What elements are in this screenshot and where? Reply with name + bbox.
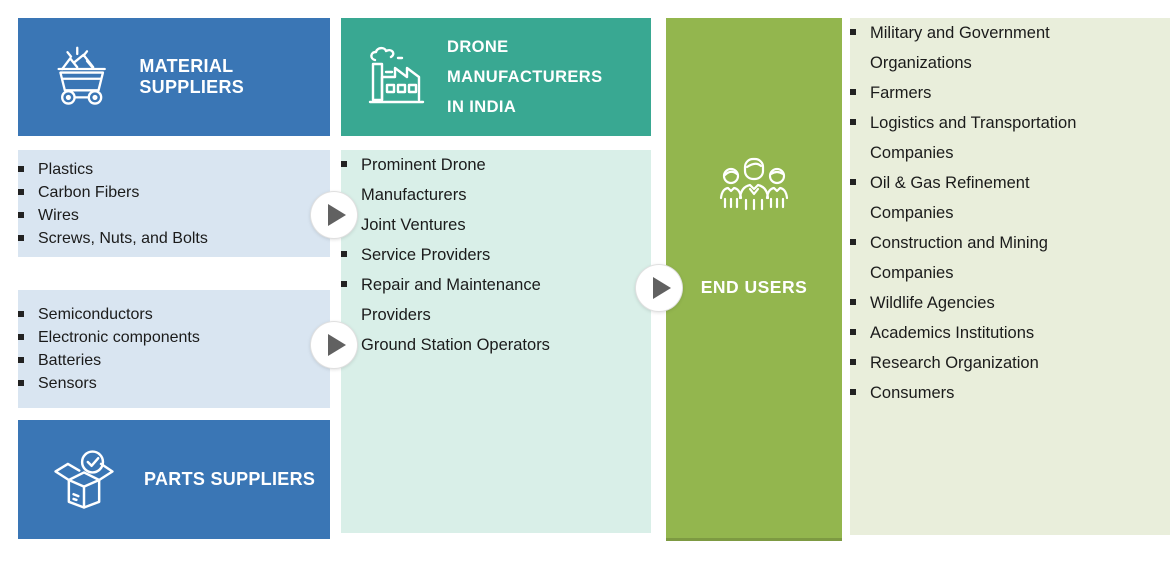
people-group-icon [719, 157, 789, 211]
list-item: Wires [18, 204, 330, 227]
list-item: Research Organization [850, 348, 1098, 378]
list-item: Sensors [18, 372, 330, 395]
list-item: Service Providers [341, 240, 586, 270]
list-item: Electronic components [18, 326, 330, 349]
material-suppliers-title: MATERIAL SUPPLIERS [139, 56, 245, 97]
mine-cart-icon [57, 46, 106, 105]
list-item: Ground Station Operators [341, 330, 586, 360]
drone-manufacturers-box: DRONE MANUFACTURERS IN INDIA [341, 18, 651, 136]
factory-icon [368, 46, 425, 104]
list-item: Oil & Gas Refinement Companies [850, 168, 1098, 228]
list-item: Prominent Drone Manufacturers [341, 150, 586, 210]
right-arrow-icon [636, 265, 682, 311]
manufacturers-list: Prominent Drone Manufacturers Joint Vent… [341, 150, 651, 533]
list-item: Logistics and Transportation Companies [850, 108, 1098, 168]
parts-suppliers-title: PARTS SUPPLIERS [144, 469, 316, 489]
list-item: Academics Institutions [850, 318, 1098, 348]
right-arrow-icon [311, 192, 357, 238]
list-item: Wildlife Agencies [850, 288, 1098, 318]
parts-suppliers-box: PARTS SUPPLIERS [18, 420, 330, 539]
material-inputs-list: Plastics Carbon Fibers Wires Screws, Nut… [18, 150, 330, 257]
material-suppliers-box: MATERIAL SUPPLIERS [18, 18, 330, 136]
list-item: Consumers [850, 378, 1098, 408]
title-line: DRONE [447, 38, 509, 56]
title-line: MANUFACTURERS [447, 68, 603, 86]
list-item: Semiconductors [18, 303, 330, 326]
drone-manufacturers-title: DRONE MANUFACTURERS IN INDIA [447, 32, 603, 122]
list-item: Batteries [18, 349, 330, 372]
list-item: Farmers [850, 78, 1098, 108]
list-item: Carbon Fibers [18, 181, 330, 204]
right-arrow-icon [311, 322, 357, 368]
end-users-title: END USERS [700, 277, 808, 297]
component-inputs-list: Semiconductors Electronic components Bat… [18, 290, 330, 408]
list-item: Joint Ventures [341, 210, 586, 240]
list-item: Construction and Mining Companies [850, 228, 1098, 288]
list-item: Screws, Nuts, and Bolts [18, 227, 330, 250]
list-item: Repair and Maintenance Providers [341, 270, 586, 330]
list-item: Plastics [18, 158, 330, 181]
title-line: IN INDIA [447, 98, 517, 116]
list-item: Military and Government Organizations [850, 18, 1098, 78]
open-box-check-icon [54, 449, 114, 509]
end-users-list: Military and Government Organizations Fa… [850, 18, 1170, 535]
end-users-box: END USERS [666, 18, 842, 541]
